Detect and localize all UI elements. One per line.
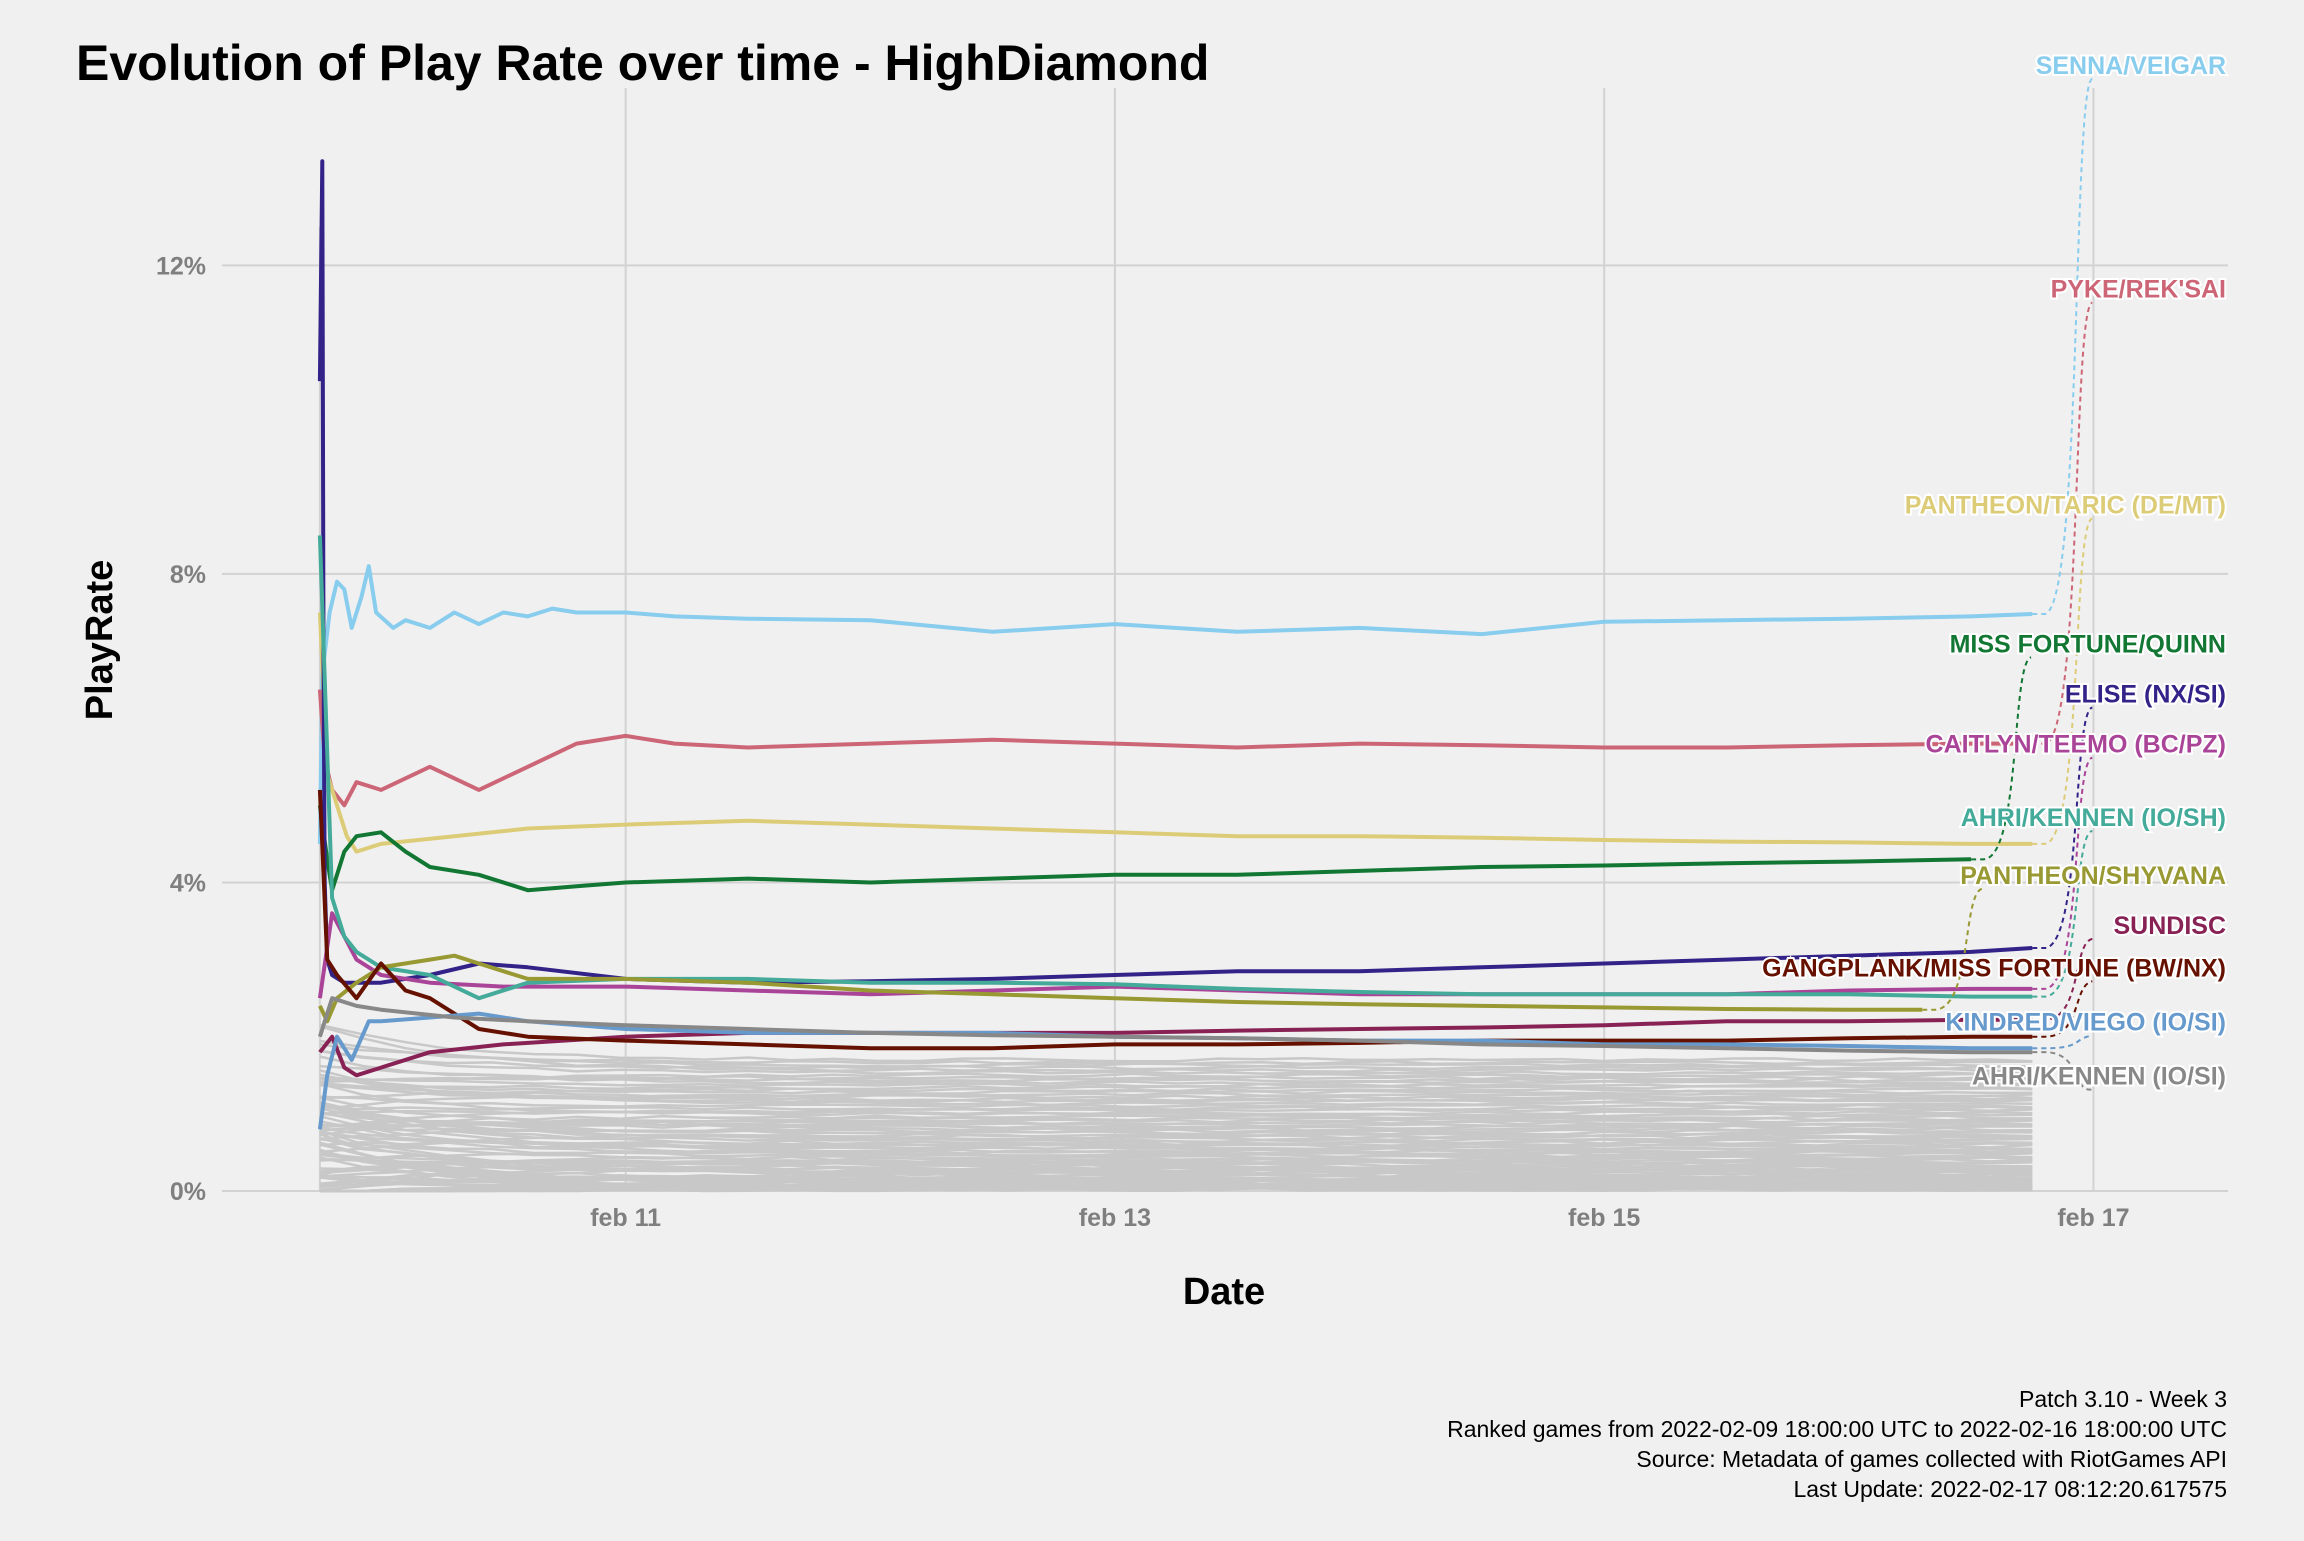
caption-line: Source: Metadata of games collected with… [1636, 1446, 2227, 1472]
background-series-line [319, 1148, 2033, 1162]
label-leader [2032, 1051, 2093, 1091]
label-leader [1971, 656, 2032, 861]
background-series-line [319, 1072, 2033, 1084]
background-series-line [319, 1157, 2033, 1173]
series-line [317, 805, 1972, 893]
background-series-line [319, 1129, 2033, 1176]
caption-line: Patch 3.10 - Week 3 [2019, 1386, 2227, 1412]
label-leader [2032, 301, 2094, 745]
series-label: PANTHEON/TARIC (DE/MT) [1905, 492, 2226, 520]
series-line [317, 689, 2033, 808]
x-tick-label: feb 13 [1079, 1204, 1151, 1232]
x-tick-label: feb 11 [590, 1204, 661, 1232]
series-label: AHRI/KENNEN (IO/SI) [1972, 1062, 2226, 1090]
series-line [317, 612, 2033, 854]
background-series-line [319, 1137, 2033, 1162]
series-label: CAITLYN/TEEMO (BC/PZ) [1926, 731, 2226, 759]
series-label: MISS FORTUNE/QUINN [1950, 630, 2226, 658]
label-leader [2032, 829, 2093, 998]
series-label: PYKE/REK'SAI [2051, 276, 2226, 304]
caption-line: Last Update: 2022-02-17 08:12:20.617575 [1793, 1476, 2227, 1502]
y-axis-title: PlayRate [79, 560, 121, 721]
background-series-line [319, 1049, 2033, 1071]
label-leader [2032, 756, 2093, 990]
label-leader [1922, 887, 1983, 1011]
label-leader [2032, 706, 2093, 950]
background-series-line [319, 1107, 2033, 1129]
x-axis-title: Date [1183, 1271, 1265, 1313]
background-series-line [319, 1075, 2033, 1084]
axes: 0% 4% 8% 12% feb 11 feb 13 feb 15 feb 17 [156, 252, 2130, 1232]
background-series-line [319, 1130, 2033, 1149]
series-line [317, 159, 2033, 985]
background-series [319, 1023, 2033, 1193]
direct-labels: SENNA/VEIGAR PYKE/REK'SAI PANTHEON/TARIC (… [1760, 50, 2228, 1092]
series-line [317, 789, 2033, 1051]
caption: Patch 3.10 - Week 3 Ranked games from 20… [1447, 1386, 2227, 1502]
x-tick-label: feb 15 [1568, 1204, 1640, 1232]
series-line [317, 564, 2033, 844]
y-tick-label: 12% [156, 252, 206, 280]
background-series-line [319, 1114, 2033, 1127]
y-tick-label: 0% [170, 1178, 206, 1206]
series-label: PANTHEON/SHYVANA [1960, 862, 2226, 890]
background-series-line [319, 1023, 2033, 1063]
label-leader [2032, 517, 2093, 845]
y-tick-label: 4% [170, 869, 206, 897]
background-series-line [319, 1118, 2033, 1129]
background-series-line [319, 1076, 2033, 1088]
series-line [318, 953, 1923, 1024]
background-series-line [319, 1126, 2033, 1140]
series [317, 159, 2033, 1130]
background-series-line [319, 1087, 2033, 1100]
series-label: GANGPLANK/MISS FORTUNE (BW/NX) [1762, 954, 2226, 982]
background-series-line [319, 1167, 2033, 1187]
caption-line: Ranked games from 2022-02-09 18:00:00 UT… [1447, 1416, 2227, 1442]
background-series-line [319, 1120, 2033, 1157]
x-tick-label: feb 17 [2057, 1204, 2129, 1232]
series-label: AHRI/KENNEN (IO/SH) [1961, 804, 2226, 832]
series-label: ELISE (NX/SI) [2065, 680, 2226, 708]
background-series-line [319, 1164, 2033, 1185]
background-series-line [319, 1081, 2033, 1100]
background-series-line [319, 1107, 2033, 1144]
series-line [317, 535, 2033, 1001]
label-leaders [1922, 77, 2094, 1091]
background-series-line [319, 1039, 2033, 1066]
y-tick-label: 8% [170, 561, 206, 589]
background-series-line [319, 1101, 2033, 1140]
series-label: KINDRED/VIEGO (IO/SI) [1945, 1008, 2226, 1036]
label-leader [2032, 1034, 2093, 1050]
series-label: SENNA/VEIGAR [2036, 52, 2226, 80]
background-series-line [319, 1095, 2033, 1109]
grid [222, 88, 2228, 1192]
background-series-line [319, 1049, 2033, 1076]
series-label: SUNDISC [2113, 912, 2226, 940]
chart-title: Evolution of Play Rate over time - HighD… [76, 35, 1209, 91]
label-leader [2032, 980, 2093, 1038]
series-line [317, 996, 2033, 1055]
